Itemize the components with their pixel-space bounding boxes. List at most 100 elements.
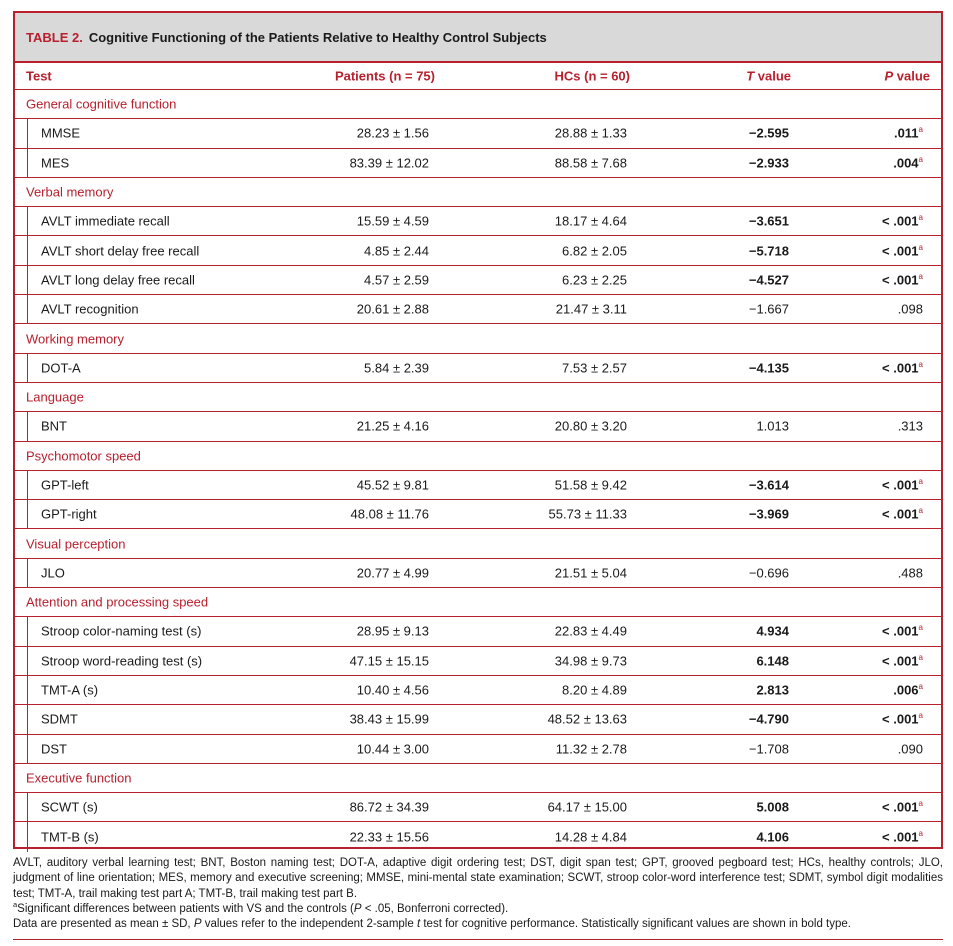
cell-t-value: −2.933 [748,155,789,171]
cell-t-value: −3.614 [748,477,789,493]
cell-p-value: .313 [897,418,923,434]
cell-p-value: < .001a [882,272,923,288]
cell-patients: 5.84 ± 2.39 [364,360,429,376]
section-label: Executive function [26,770,132,786]
cell-hcs: 88.58 ± 7.68 [554,155,627,171]
cell-patients: 22.33 ± 15.56 [349,829,429,845]
cell-t-value: 4.934 [756,623,789,639]
cell-hcs: 55.73 ± 11.33 [548,506,627,522]
cell-t-value: −1.708 [748,741,789,757]
cell-test: AVLT long delay free recall [41,272,195,288]
section-label: Attention and processing speed [26,594,209,610]
cell-t-value: −1.667 [748,301,789,317]
table-row: DST 10.44 ± 3.00 11.32 ± 2.78 −1.708 .090 [15,734,941,764]
significance-marker: a [918,711,923,721]
cell-p-value: < .001a [882,477,923,493]
header-patients: Patients (n = 75) [334,68,435,84]
table-row: SDMT 38.43 ± 15.99 48.52 ± 13.63 −4.790 < .0… [15,705,941,735]
table-row: Stroop word-reading test (s) 47.15 ± 15.1… [15,646,941,676]
row-indent [27,734,941,763]
row-indent [27,412,941,441]
significance-marker: a [918,213,923,223]
header-p-value: P value [884,68,930,84]
header-t-value: T value [746,68,791,84]
significance-marker: a [918,154,923,164]
section-row: General cognitive function [15,90,941,120]
section-row: Working memory [15,324,941,354]
section-label: Verbal memory [26,184,114,200]
cell-test: TMT-A (s) [41,682,99,698]
cell-patients: 28.95 ± 9.13 [356,623,429,639]
section-row: Executive function [15,764,941,794]
cell-patients: 4.85 ± 2.44 [364,243,429,259]
row-indent [27,119,941,148]
cell-t-value: −3.969 [748,506,789,522]
cell-patients: 48.08 ± 11.76 [350,506,429,522]
cell-test: MES [41,155,70,171]
cell-hcs: 28.88 ± 1.33 [554,125,627,141]
cell-hcs: 51.58 ± 9.42 [554,477,627,493]
table-row: Stroop color-naming test (s) 28.95 ± 9.13… [15,617,941,647]
cell-hcs: 64.17 ± 15.00 [547,799,627,815]
row-indent [27,675,941,705]
cell-patients: 15.59 ± 4.59 [356,213,429,229]
cell-patients: 83.39 ± 12.02 [349,155,429,171]
cell-p-value: .090 [897,741,923,757]
significance-marker: a [918,829,923,839]
section-row: Verbal memory [15,178,941,208]
cell-p-value: < .001a [882,213,923,229]
cell-test: DST [41,741,67,757]
table-row: AVLT short delay free recall 4.85 ± 2.44 6… [15,236,941,266]
section-row: Attention and processing speed [15,588,941,618]
cell-test: AVLT recognition [41,301,139,317]
cell-t-value: −4.790 [748,711,789,727]
cell-hcs: 14.28 ± 4.84 [554,829,627,845]
section-row: Language [15,383,941,413]
row-indent [27,646,941,675]
cell-p-value: < .001a [882,799,923,815]
table-row: AVLT long delay free recall 4.57 ± 2.59 6.… [15,265,941,296]
cell-hcs: 18.17 ± 4.64 [554,213,627,229]
cell-p-value: .011a [893,125,923,141]
row-indent [27,705,941,734]
cell-test: BNT [41,418,67,434]
table-row: SCWT (s) 86.72 ± 34.39 64.17 ± 15.00 5.008 <… [15,793,941,823]
cell-p-value: .098 [897,301,923,317]
cell-test: DOT-A [41,360,81,376]
cell-t-value: 2.813 [756,682,789,698]
table-row: JLO 20.77 ± 4.99 21.51 ± 5.04 −0.696 .488 [15,558,941,589]
cell-test: SCWT (s) [41,799,98,815]
cell-patients: 4.57 ± 2.59 [364,272,429,288]
section-label: Working memory [26,331,125,347]
cell-patients: 28.23 ± 1.56 [356,125,429,141]
row-indent [27,148,941,177]
cell-p-value: < .001a [882,829,923,845]
row-indent [27,470,941,500]
cell-test: AVLT immediate recall [41,213,170,229]
section-row: Psychomotor speed [15,442,941,471]
header-test: Test [26,68,52,84]
significance-marker: a [918,682,923,692]
cell-t-value: −4.135 [748,360,789,376]
cell-patients: 10.40 ± 4.56 [356,682,429,698]
cell-hcs: 21.51 ± 5.04 [554,565,627,581]
significance-marker: a [918,359,923,369]
cell-patients: 20.77 ± 4.99 [356,565,429,581]
section-label: Language [26,389,84,405]
table-row: BNT 21.25 ± 4.16 20.80 ± 3.20 1.013 .313 [15,412,941,442]
significance-marker: a [918,125,923,135]
row-indent [27,236,941,265]
significance-marker: a [918,272,923,282]
cell-hcs: 48.52 ± 13.63 [547,711,627,727]
cell-t-value: 5.008 [756,799,789,815]
cell-hcs: 34.98 ± 9.73 [554,653,627,669]
row-indent [27,617,941,646]
cell-test: GPT-left [41,477,89,493]
cell-patients: 47.15 ± 15.15 [349,653,429,669]
cell-hcs: 6.82 ± 2.05 [562,243,627,259]
cell-test: MMSE [41,125,80,141]
cell-t-value: 4.106 [756,829,789,845]
cell-test: GPT-right [41,506,97,522]
table-caption: TABLE 2. Cognitive Functioning of the Pa… [15,13,941,63]
bottom-rule [13,939,943,940]
